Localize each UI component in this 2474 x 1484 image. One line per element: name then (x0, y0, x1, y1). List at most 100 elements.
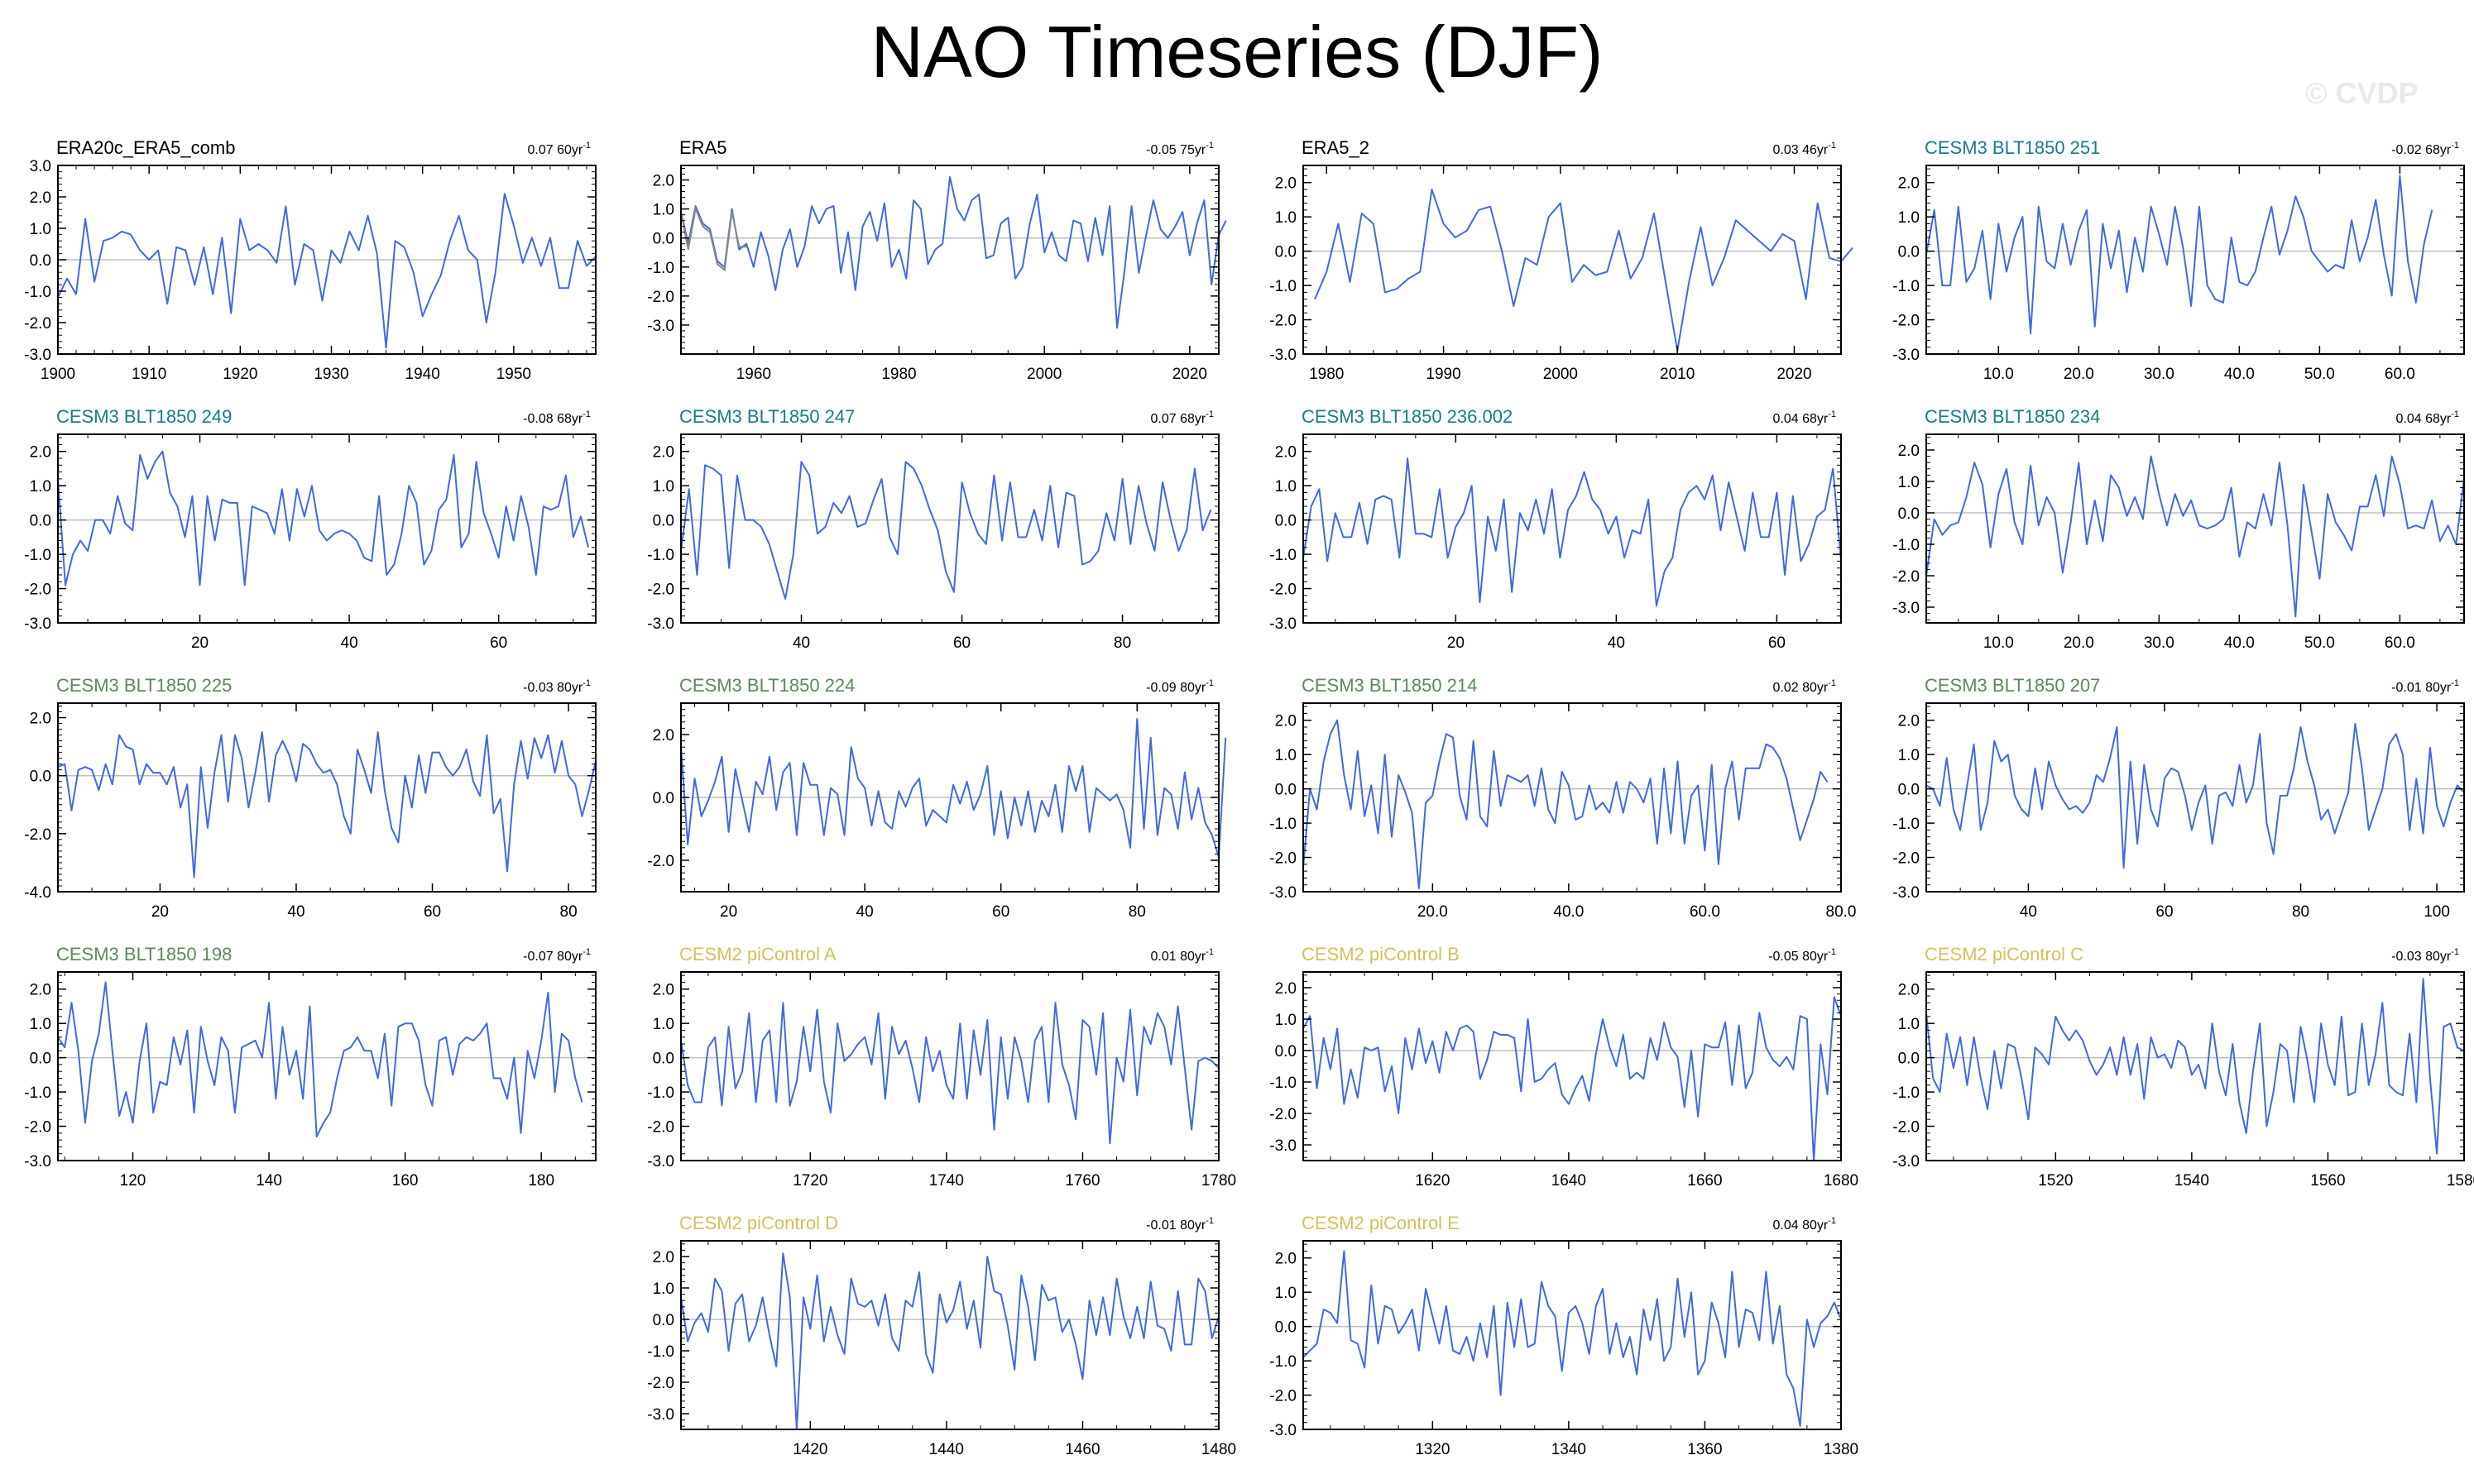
x-tick-label: 1950 (496, 366, 531, 383)
plot-frame (1925, 165, 2465, 355)
series-line (1925, 455, 2465, 618)
panel-title: CESM2 piControl B (1302, 944, 1460, 965)
x-tick-label: 1640 (1551, 1172, 1586, 1190)
y-tick-label: -2.0 (1269, 582, 1297, 599)
panel-title: CESM3 BLT1850 207 (1925, 675, 2100, 696)
y-tick-label: 1.0 (653, 202, 674, 219)
panel-4: -3.0 -2.0 -1.0 0.0 1.0 2.0 10.0 20.0 30.0 40.0 50.… (1892, 137, 2465, 383)
y-tick-label: -3.0 (1892, 347, 1920, 364)
panel-title: ERA5_2 (1302, 137, 1369, 158)
series-line (57, 731, 597, 878)
x-tick-label: 100 (2424, 903, 2450, 921)
trend-label: -0.03 80yr-1 (523, 678, 591, 695)
series-line (1302, 457, 1842, 607)
y-tick-label: -1.0 (1892, 537, 1920, 554)
x-tick-label: 1440 (929, 1441, 964, 1458)
y-tick-label: 2.0 (1898, 443, 1920, 460)
y-tick-label: -1.0 (1892, 816, 1920, 833)
x-tick-label: 1520 (2038, 1172, 2073, 1190)
series-line (57, 450, 589, 586)
trend-exponent: -1 (1206, 678, 1214, 688)
panel-title: CESM2 piControl A (679, 944, 837, 965)
panel-8: -3.0 -2.0 -1.0 0.0 1.0 2.0 10.0 20.0 30.0 40.0 50.… (1892, 406, 2465, 652)
y-tick-label: 0.0 (653, 231, 674, 248)
y-tick-label: 2.0 (30, 711, 51, 728)
y-tick-label: -1.0 (24, 547, 51, 564)
y-tick-label: 2.0 (30, 189, 51, 207)
plot-frame (57, 433, 597, 624)
x-tick-label: 1900 (41, 366, 75, 383)
panel-title: CESM2 piControl D (679, 1213, 838, 1233)
x-tick-label: 1360 (1687, 1441, 1722, 1458)
y-tick-label: 2.0 (1275, 713, 1297, 730)
y-tick-label: -1.0 (647, 1343, 674, 1361)
trend-label: 0.01 80yr-1 (1151, 947, 1215, 964)
x-tick-label: 30.0 (2144, 366, 2174, 383)
series-line (1925, 978, 2465, 1155)
y-tick-label: -2.0 (647, 1119, 674, 1137)
series-line (57, 193, 597, 349)
plot-frame (680, 165, 1220, 355)
y-tick-label: 0.0 (653, 513, 674, 530)
panel-5: -3.0 -2.0 -1.0 0.0 1.0 2.0 20 40 60 CESM3 BLT1850… (24, 406, 597, 652)
trend-exponent: -1 (1206, 947, 1214, 957)
y-tick-label: -2.0 (1269, 1106, 1297, 1123)
y-tick-label: 1.0 (1898, 747, 1920, 764)
y-tick-label: -1.0 (1892, 278, 1920, 295)
y-tick-label: 0.0 (653, 790, 674, 807)
y-tick-label: -1.0 (647, 547, 674, 564)
panel-9: -4.0 -2.0 0.0 2.0 20 40 60 80 CESM3 BLT1850 225 -… (24, 675, 597, 921)
x-tick-label: 2010 (1660, 366, 1695, 383)
y-tick-label: 0.0 (1898, 505, 1920, 523)
panel-title: ERA5 (679, 137, 726, 158)
trend-exponent: -1 (1828, 409, 1836, 419)
trend-exponent: -1 (1206, 141, 1214, 151)
x-tick-label: 1460 (1065, 1441, 1100, 1458)
x-tick-label: 60 (1768, 634, 1786, 652)
x-tick-label: 10.0 (1983, 634, 2014, 652)
trend-exponent: -1 (2451, 409, 2459, 419)
panel-6: -3.0 -2.0 -1.0 0.0 1.0 2.0 40 60 80 CESM3 BLT1850… (647, 406, 1220, 652)
series-line (680, 461, 1212, 600)
y-tick-label: -1.0 (647, 260, 674, 277)
x-tick-label: 1320 (1415, 1441, 1450, 1458)
x-tick-label: 1560 (2310, 1172, 2345, 1190)
x-tick-label: 1620 (1415, 1172, 1450, 1190)
x-tick-label: 40 (341, 634, 358, 652)
y-tick-label: 0.0 (1275, 782, 1297, 799)
y-tick-label: -3.0 (647, 1153, 674, 1170)
y-tick-label: 2.0 (653, 982, 674, 999)
trend-exponent: -1 (2451, 678, 2459, 688)
trend-label: -0.05 80yr-1 (1768, 947, 1836, 964)
trend-exponent: -1 (583, 141, 591, 151)
overlay-series-line (680, 206, 747, 272)
y-tick-label: 0.0 (653, 1051, 674, 1068)
panel-title: CESM3 BLT1850 247 (679, 406, 855, 427)
trend-label: -0.08 68yr-1 (523, 409, 591, 426)
trend-label: -0.09 80yr-1 (1146, 678, 1214, 695)
y-tick-label: -3.0 (1892, 884, 1920, 902)
x-tick-label: 20.0 (1417, 903, 1448, 921)
panel-10: -2.0 0.0 2.0 20 40 60 80 CESM3 BLT1850 224 -0.09… (647, 675, 1227, 921)
y-tick-label: 2.0 (1898, 713, 1920, 730)
panel-1: -3.0 -2.0 -1.0 0.0 1.0 2.0 3.0 1900 1910 1920 1930… (24, 137, 597, 383)
panel-title: CESM3 BLT1850 249 (56, 406, 232, 427)
x-tick-label: 10.0 (1983, 366, 2014, 383)
x-tick-label: 20 (720, 903, 737, 921)
y-tick-label: -2.0 (24, 826, 51, 844)
y-tick-label: -2.0 (647, 289, 674, 306)
trend-label: -0.05 75yr-1 (1146, 141, 1214, 157)
panel-title: CESM3 BLT1850 198 (56, 944, 232, 965)
x-tick-label: 40.0 (2224, 366, 2255, 383)
panel-title: CESM3 BLT1850 251 (1925, 137, 2100, 158)
y-tick-label: -3.0 (647, 318, 674, 335)
y-tick-label: -2.0 (1892, 313, 1920, 330)
y-tick-label: -1.0 (647, 1084, 674, 1102)
y-tick-label: -1.0 (1269, 278, 1297, 295)
trend-label: -0.01 80yr-1 (2391, 678, 2459, 695)
panel-title: CESM3 BLT1850 225 (56, 675, 232, 696)
x-tick-label: 1660 (1687, 1172, 1722, 1190)
y-tick-label: 1.0 (653, 478, 674, 495)
trend-exponent: -1 (1828, 947, 1836, 957)
panel-3: -3.0 -2.0 -1.0 0.0 1.0 2.0 1980 1990 2000 2010 202… (1269, 137, 1853, 383)
